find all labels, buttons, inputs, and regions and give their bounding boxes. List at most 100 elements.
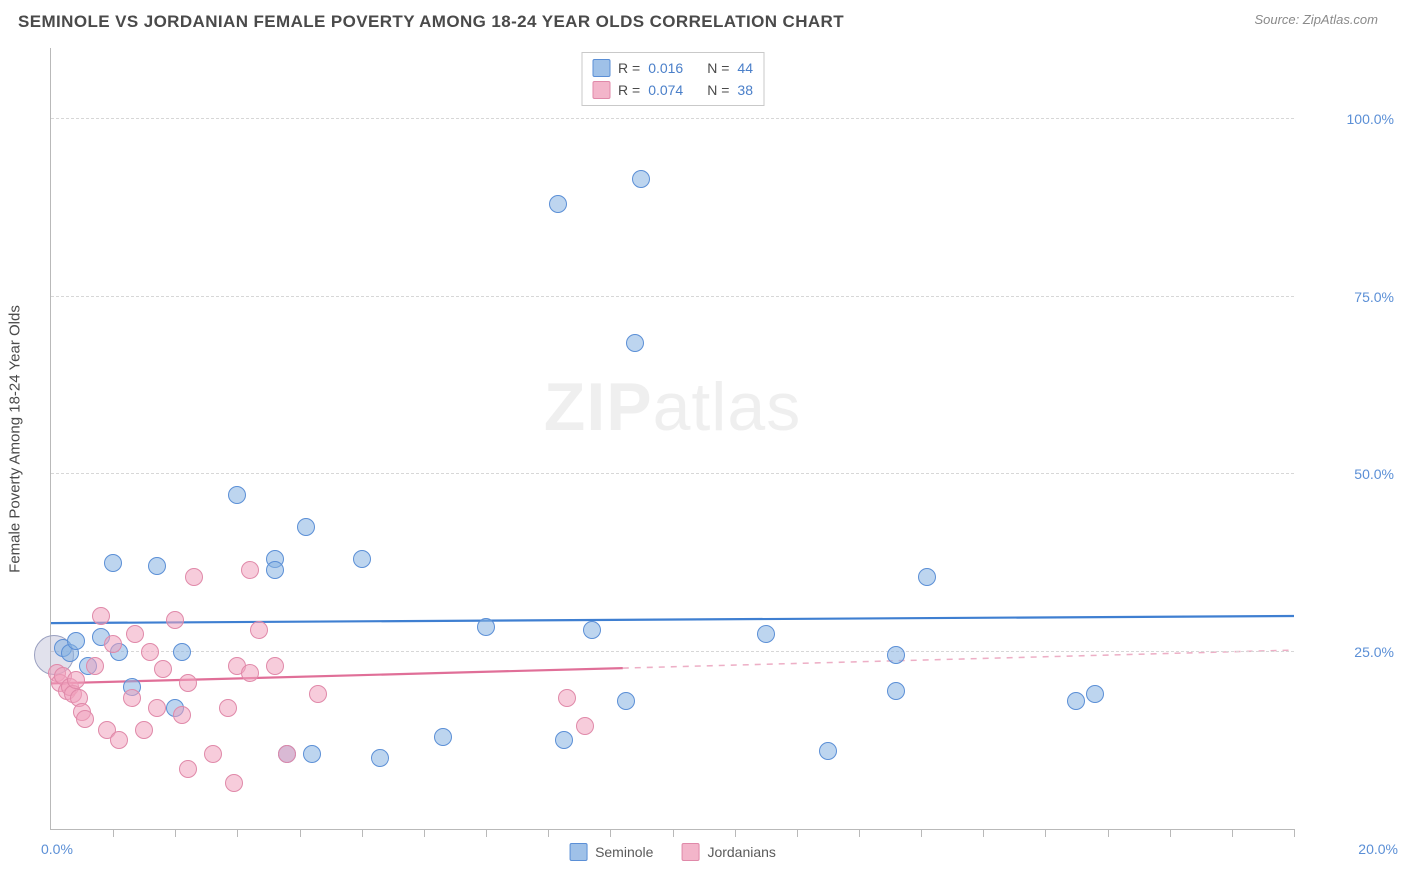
data-point bbox=[225, 774, 243, 792]
data-point bbox=[104, 554, 122, 572]
x-tick bbox=[1294, 829, 1295, 837]
data-point bbox=[617, 692, 635, 710]
data-point bbox=[228, 486, 246, 504]
chart-header: SEMINOLE VS JORDANIAN FEMALE POVERTY AMO… bbox=[0, 0, 1406, 40]
x-tick bbox=[921, 829, 922, 837]
data-point bbox=[632, 170, 650, 188]
data-point bbox=[141, 643, 159, 661]
data-point bbox=[179, 760, 197, 778]
legend-swatch bbox=[592, 59, 610, 77]
legend-r-label: R = bbox=[618, 79, 640, 101]
data-point bbox=[1086, 685, 1104, 703]
data-point bbox=[278, 745, 296, 763]
legend-correlation: R =0.016N =44R =0.074N =38 bbox=[581, 52, 764, 106]
data-point bbox=[1067, 692, 1085, 710]
data-point bbox=[353, 550, 371, 568]
trend-line bbox=[51, 616, 1294, 623]
x-tick bbox=[673, 829, 674, 837]
x-tick bbox=[1170, 829, 1171, 837]
chart-area: ZIPatlas Female Poverty Among 18-24 Year… bbox=[50, 48, 1294, 830]
legend-n-value: 38 bbox=[737, 79, 753, 101]
y-tick-label: 75.0% bbox=[1304, 289, 1394, 305]
x-tick bbox=[300, 829, 301, 837]
gridline-h bbox=[51, 651, 1294, 652]
data-point bbox=[309, 685, 327, 703]
data-point bbox=[576, 717, 594, 735]
y-tick-label: 25.0% bbox=[1304, 644, 1394, 660]
legend-swatch bbox=[569, 843, 587, 861]
legend-correlation-row: R = 0.074 N = 38 bbox=[592, 79, 753, 101]
x-tick bbox=[859, 829, 860, 837]
data-point bbox=[148, 557, 166, 575]
data-point bbox=[558, 689, 576, 707]
data-point bbox=[303, 745, 321, 763]
data-point bbox=[76, 710, 94, 728]
data-point bbox=[918, 568, 936, 586]
legend-r-label: R = bbox=[618, 57, 640, 79]
data-point bbox=[297, 518, 315, 536]
data-point bbox=[266, 657, 284, 675]
gridline-h bbox=[51, 473, 1294, 474]
data-point bbox=[148, 699, 166, 717]
trend-lines-layer bbox=[51, 48, 1294, 829]
x-tick bbox=[362, 829, 363, 837]
x-tick bbox=[486, 829, 487, 837]
data-point bbox=[173, 643, 191, 661]
y-tick-label: 100.0% bbox=[1304, 111, 1394, 127]
data-point bbox=[887, 682, 905, 700]
data-point bbox=[241, 561, 259, 579]
trend-line-extrapolated bbox=[623, 650, 1294, 668]
data-point bbox=[204, 745, 222, 763]
x-tick bbox=[735, 829, 736, 837]
x-tick bbox=[113, 829, 114, 837]
x-tick bbox=[237, 829, 238, 837]
data-point bbox=[434, 728, 452, 746]
data-point bbox=[266, 561, 284, 579]
data-point bbox=[549, 195, 567, 213]
data-point bbox=[123, 689, 141, 707]
legend-r-value: 0.074 bbox=[648, 79, 683, 101]
legend-series-item: Seminole bbox=[569, 843, 653, 861]
data-point bbox=[67, 632, 85, 650]
data-point bbox=[110, 731, 128, 749]
x-tick bbox=[610, 829, 611, 837]
gridline-h bbox=[51, 118, 1294, 119]
legend-series-label: Seminole bbox=[595, 844, 653, 860]
x-tick bbox=[1108, 829, 1109, 837]
data-point bbox=[819, 742, 837, 760]
data-point bbox=[887, 646, 905, 664]
data-point bbox=[371, 749, 389, 767]
data-point bbox=[626, 334, 644, 352]
data-point bbox=[135, 721, 153, 739]
legend-series-item: Jordanians bbox=[681, 843, 776, 861]
data-point bbox=[67, 671, 85, 689]
data-point bbox=[241, 664, 259, 682]
legend-series: Seminole Jordanians bbox=[569, 843, 776, 861]
legend-swatch bbox=[681, 843, 699, 861]
x-tick bbox=[797, 829, 798, 837]
data-point bbox=[104, 635, 122, 653]
plot-region: ZIPatlas Female Poverty Among 18-24 Year… bbox=[50, 48, 1294, 830]
data-point bbox=[583, 621, 601, 639]
x-axis-max-label: 20.0% bbox=[1358, 841, 1398, 857]
source-name: ZipAtlas.com bbox=[1303, 12, 1378, 27]
legend-n-label: N = bbox=[707, 57, 729, 79]
x-tick bbox=[548, 829, 549, 837]
source-prefix: Source: bbox=[1254, 12, 1302, 27]
y-tick-label: 50.0% bbox=[1304, 466, 1394, 482]
data-point bbox=[166, 611, 184, 629]
data-point bbox=[154, 660, 172, 678]
x-tick bbox=[1045, 829, 1046, 837]
legend-r-value: 0.016 bbox=[648, 57, 683, 79]
data-point bbox=[126, 625, 144, 643]
legend-n-label: N = bbox=[707, 79, 729, 101]
x-tick bbox=[983, 829, 984, 837]
legend-swatch bbox=[592, 81, 610, 99]
x-axis-min-label: 0.0% bbox=[41, 841, 73, 857]
legend-series-label: Jordanians bbox=[707, 844, 776, 860]
data-point bbox=[757, 625, 775, 643]
data-point bbox=[86, 657, 104, 675]
x-tick bbox=[424, 829, 425, 837]
data-point bbox=[173, 706, 191, 724]
chart-title: SEMINOLE VS JORDANIAN FEMALE POVERTY AMO… bbox=[18, 12, 844, 32]
